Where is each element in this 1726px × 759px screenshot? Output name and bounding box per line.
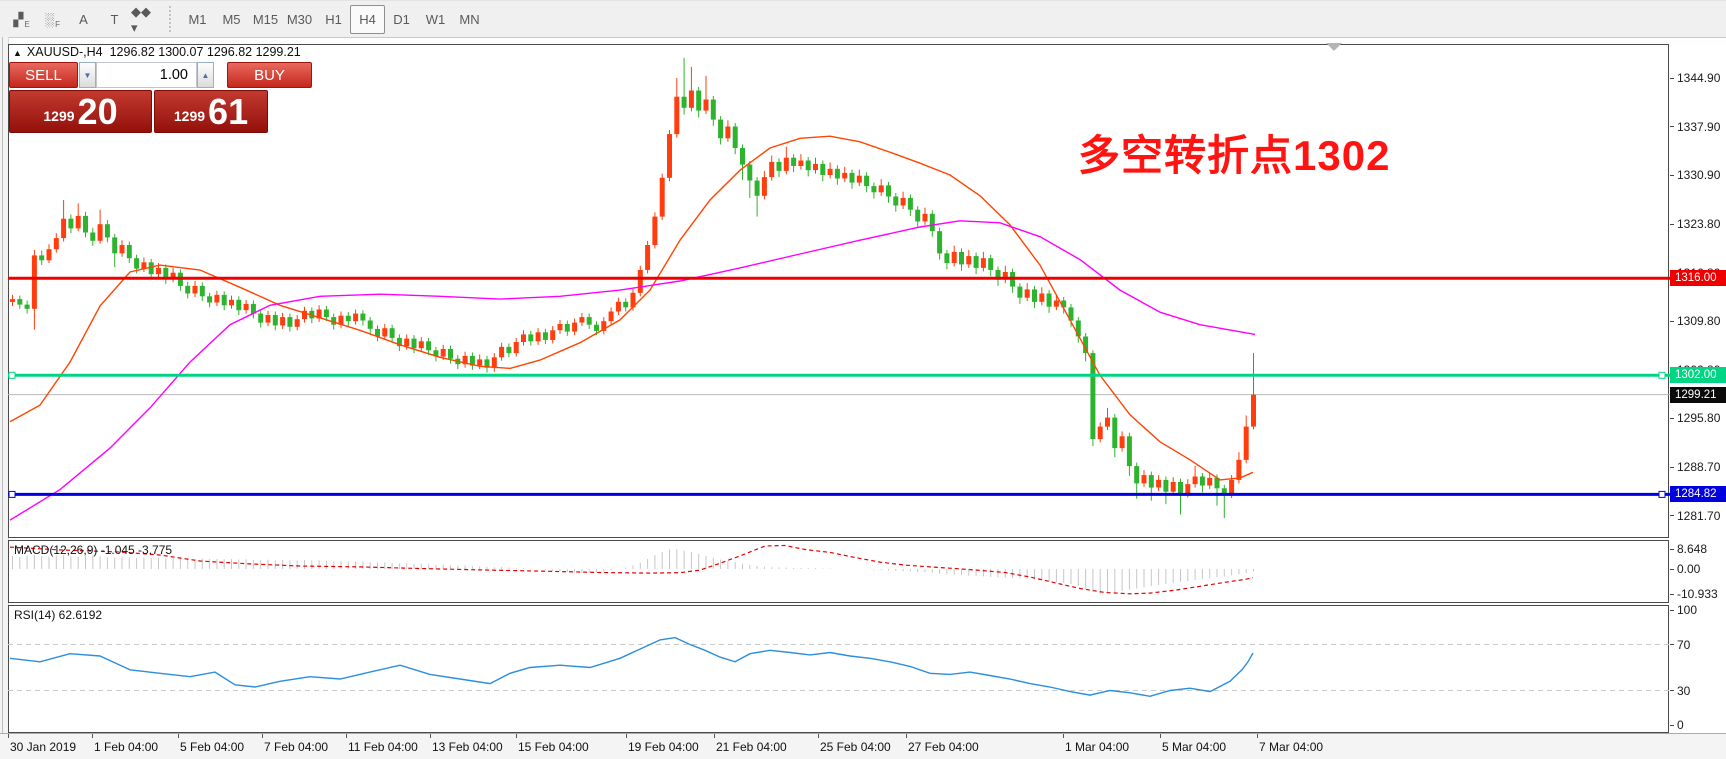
timeframe-button-m15[interactable]: M15: [252, 12, 279, 27]
chart-ohlc-values: 1296.82 1300.07 1296.82 1299.21: [109, 45, 301, 59]
date-label: 1 Feb 04:00: [94, 740, 159, 754]
date-label: 11 Feb 04:00: [348, 740, 418, 754]
rsi-indicator-label: RSI(14) 62.6192: [14, 608, 103, 622]
price-tick-label: 1288.70: [1670, 459, 1720, 475]
date-label: 19 Feb 04:00: [628, 740, 699, 754]
ask-price-big: 61: [208, 91, 249, 132]
date-label: 25 Feb 04:00: [820, 740, 891, 754]
timeframe-button-m5[interactable]: M5: [222, 12, 241, 27]
timeframe-button-h1[interactable]: H1: [325, 12, 342, 27]
macd-tick-label: 8.648: [1670, 541, 1707, 557]
ask-price-display[interactable]: 1299 61: [154, 90, 268, 133]
price-tag-1284-82: 1284.82: [1670, 486, 1726, 503]
bid-price-prefix: 1299: [43, 108, 75, 124]
timeframe-button-m1[interactable]: M1: [188, 12, 207, 27]
ask-price-prefix: 1299: [173, 108, 206, 124]
date-tick: [1160, 734, 1161, 738]
price-tick-label: 1344.90: [1670, 70, 1720, 86]
indicators-icon[interactable]: ▞ E: [13, 11, 30, 29]
toolbar: ▞ E ░ F A T ◆◆ ▾ M1 M5 M15 M30 H1 H4 D1 W1 MN: [0, 0, 1726, 38]
price-chart-panel[interactable]: [8, 44, 1669, 538]
price-tag-1299-21: 1299.21: [1670, 386, 1726, 403]
collapse-icon[interactable]: ▲: [13, 48, 22, 58]
price-tick-label: 1330.90: [1670, 167, 1720, 183]
sell-button[interactable]: SELL: [9, 62, 78, 88]
text-box-icon[interactable]: T: [110, 12, 119, 27]
timeframe-button-m30[interactable]: M30: [286, 12, 313, 27]
chart-header: ▲ XAUUSD-,H4 1296.82 1300.07 1296.82 1299…: [13, 45, 301, 59]
bid-price-big: 20: [77, 91, 118, 132]
date-label: 5 Feb 04:00: [180, 740, 245, 754]
macd-tick-label: 0.00: [1670, 561, 1700, 577]
rsi-tick-label: 0: [1670, 717, 1684, 733]
candlestick-chart[interactable]: [8, 44, 1670, 538]
macd-chart[interactable]: [8, 540, 1670, 603]
date-tick: [818, 734, 819, 738]
rsi-chart[interactable]: [8, 605, 1670, 733]
rsi-panel[interactable]: [8, 605, 1669, 733]
price-tick-label: 1337.90: [1670, 119, 1720, 135]
price-tag-1316-00: 1316.00: [1670, 270, 1726, 287]
date-label: 21 Feb 04:00: [716, 740, 787, 754]
text-label-icon[interactable]: A: [79, 12, 88, 27]
date-tick: [714, 734, 715, 738]
macd-tick-label: -10.933: [1670, 586, 1718, 602]
date-label: 27 Feb 04:00: [908, 740, 979, 754]
date-label: 15 Feb 04:00: [518, 740, 589, 754]
timeframe-button-w1[interactable]: W1: [425, 12, 446, 27]
price-tick-label: 1295.80: [1670, 410, 1720, 426]
date-label: 5 Mar 04:00: [1162, 740, 1227, 754]
date-label: 7 Feb 04:00: [264, 740, 329, 754]
macd-indicator-label: MACD(12,26,9) -1.045 -3.775: [14, 543, 173, 557]
date-tick: [8, 734, 9, 738]
date-tick: [906, 734, 907, 738]
rsi-tick-label: 30: [1670, 683, 1690, 699]
toolbar-separator: [169, 6, 174, 32]
price-tick-label: 1323.80: [1670, 216, 1720, 232]
date-axis[interactable]: 30 Jan 2019 1 Feb 04:00 5 Feb 04:00 7 Feb 0…: [0, 733, 1726, 759]
chart-text-annotation[interactable]: 多空转折点1302: [1078, 132, 1391, 179]
volume-increase-button[interactable]: ▲: [197, 62, 214, 88]
date-tick: [1063, 734, 1064, 738]
volume-decrease-button[interactable]: ▼: [79, 62, 96, 88]
grid-icon[interactable]: ░ F: [44, 12, 61, 29]
price-tick-label: 1281.70: [1670, 508, 1720, 524]
date-tick: [1257, 734, 1258, 738]
date-tick: [92, 734, 93, 738]
buy-button[interactable]: BUY: [227, 62, 312, 88]
date-label: 7 Mar 04:00: [1259, 740, 1324, 754]
macd-panel[interactable]: [8, 540, 1669, 603]
price-tag-1302-00: 1302.00: [1670, 367, 1726, 384]
date-label: 30 Jan 2019: [10, 740, 77, 754]
rsi-tick-label: 100: [1670, 602, 1697, 618]
date-label: 1 Mar 04:00: [1065, 740, 1130, 754]
chart-shift-marker-icon[interactable]: [1326, 43, 1342, 51]
rsi-tick-label: 70: [1670, 637, 1690, 653]
date-tick: [178, 734, 179, 738]
date-tick: [346, 734, 347, 738]
bid-price-display[interactable]: 1299 20: [9, 90, 152, 133]
date-tick: [626, 734, 627, 738]
arrows-dropdown-icon[interactable]: ◆◆ ▾: [131, 3, 151, 35]
price-axis[interactable]: 1344.901337.901330.901323.801316.801309.…: [1670, 44, 1726, 733]
date-tick: [262, 734, 263, 738]
timeframe-button-d1[interactable]: D1: [393, 12, 410, 27]
volume-input[interactable]: 1.00: [96, 62, 197, 88]
date-tick: [516, 734, 517, 738]
date-tick: [430, 734, 431, 738]
chart-symbol: XAUUSD-,H4: [26, 45, 103, 59]
price-tick-label: 1309.80: [1670, 313, 1720, 329]
timeframe-button-h4[interactable]: H4: [350, 5, 385, 34]
timeframe-button-mn[interactable]: MN: [459, 12, 480, 27]
date-label: 13 Feb 04:00: [432, 740, 503, 754]
